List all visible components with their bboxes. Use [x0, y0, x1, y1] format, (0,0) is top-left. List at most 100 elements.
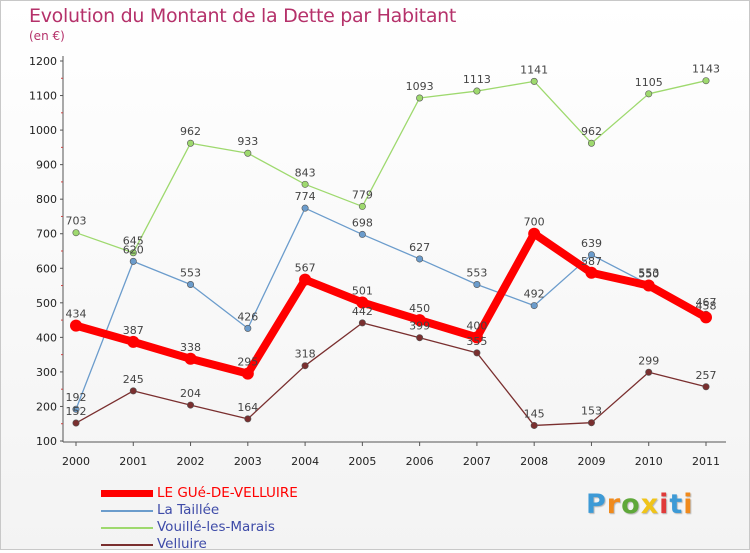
data-label: 553: [466, 267, 487, 280]
data-label: 299: [638, 354, 659, 367]
data-label: 774: [295, 190, 316, 203]
data-point: [528, 227, 541, 240]
data-point: [129, 387, 137, 395]
y-tick-label: 400: [36, 331, 57, 344]
data-point: [416, 94, 424, 102]
data-label: 962: [581, 125, 602, 138]
data-point: [70, 319, 82, 332]
data-point: [587, 251, 595, 259]
legend-label: LE GUé-DE-VELLUIRE: [157, 485, 298, 501]
data-point: [530, 421, 538, 429]
data-label: 703: [66, 215, 87, 228]
data-point: [184, 352, 197, 365]
data-label: 492: [524, 288, 545, 301]
data-point: [645, 90, 653, 98]
data-label: 426: [237, 310, 258, 323]
data-label: 145: [524, 407, 545, 420]
data-point: [358, 202, 366, 210]
logo-letter: i: [659, 489, 670, 520]
data-label: 399: [409, 320, 430, 333]
data-point: [702, 383, 710, 391]
data-label: 1113: [463, 73, 491, 86]
data-label: 962: [180, 125, 201, 138]
x-tick-label: 2006: [406, 455, 434, 468]
x-tick-label: 2010: [635, 455, 663, 468]
data-point: [473, 349, 481, 357]
data-point: [702, 77, 710, 85]
chart-subtitle: (en €): [29, 29, 65, 43]
data-point: [244, 324, 252, 332]
data-label: 434: [66, 308, 87, 321]
data-point: [241, 367, 254, 380]
data-point: [416, 334, 424, 342]
series-line-la-taill-e: [75, 207, 707, 410]
data-label: 620: [123, 243, 144, 256]
data-point: [127, 335, 140, 348]
y-tick-label: 1200: [29, 55, 57, 68]
data-point: [473, 281, 481, 289]
data-label: 587: [581, 255, 602, 268]
data-point: [585, 266, 598, 279]
data-point: [72, 229, 80, 237]
data-label: 627: [409, 241, 430, 254]
data-label: 1141: [520, 63, 548, 76]
data-label: 639: [581, 237, 602, 250]
data-label: 501: [352, 284, 373, 297]
data-point: [72, 419, 80, 427]
series-line-vouill-les-marais: [75, 80, 707, 254]
y-tick-label: 600: [36, 262, 57, 275]
data-label: 153: [581, 405, 602, 418]
y-tick-label: 900: [36, 159, 57, 172]
logo-letter: x: [640, 489, 660, 520]
x-tick-label: 2005: [348, 455, 376, 468]
data-label: 450: [409, 302, 430, 315]
series-line-le-gu-de-velluire: [72, 229, 710, 378]
data-point: [587, 139, 595, 147]
data-point: [187, 281, 195, 289]
logo-letter: i: [683, 489, 694, 520]
data-label: 318: [295, 348, 316, 361]
data-point: [187, 401, 195, 409]
proxiti-logo: Proxiti: [586, 489, 694, 520]
data-label: 338: [180, 341, 201, 354]
x-tick-label: 2002: [177, 455, 205, 468]
chart-title: Evolution du Montant de la Dette par Hab…: [29, 5, 457, 27]
x-tick-label: 2007: [463, 455, 491, 468]
series-line-velluire: [75, 322, 707, 427]
data-point: [470, 331, 483, 344]
data-label: 257: [696, 369, 717, 382]
data-label: 645: [123, 235, 144, 248]
data-label: 1105: [635, 76, 663, 89]
y-tick-label: 500: [36, 297, 57, 310]
data-label: 700: [524, 216, 545, 229]
x-tick-label: 2009: [577, 455, 605, 468]
data-label: 553: [180, 267, 201, 280]
legend-swatch: [101, 510, 153, 512]
data-label: 400: [466, 319, 487, 332]
data-point: [301, 362, 309, 370]
legend-label: Vouillé-les-Marais: [157, 519, 275, 535]
data-label: 355: [466, 335, 487, 348]
data-label: 567: [295, 262, 316, 275]
data-point: [244, 415, 252, 423]
data-label: 698: [352, 216, 373, 229]
legend-swatch: [101, 544, 153, 546]
data-point: [129, 257, 137, 265]
data-point: [413, 314, 426, 327]
legend-label: Velluire: [157, 536, 207, 552]
data-label: 458: [696, 299, 717, 312]
data-point: [301, 180, 309, 188]
data-point: [358, 319, 366, 327]
data-label: 245: [123, 373, 144, 386]
x-tick-label: 2011: [692, 455, 720, 468]
y-tick-label: 700: [36, 228, 57, 241]
x-tick-label: 2003: [234, 455, 262, 468]
x-tick-label: 2000: [62, 455, 90, 468]
data-label: 933: [237, 135, 258, 148]
x-tick-label: 2004: [291, 455, 319, 468]
data-point: [473, 87, 481, 95]
data-label: 1143: [692, 63, 720, 76]
y-tick-label: 800: [36, 193, 57, 206]
